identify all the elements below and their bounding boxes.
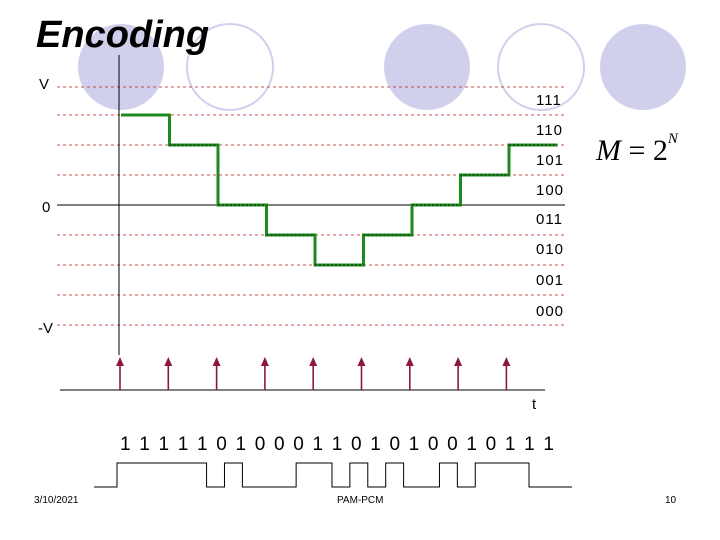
deco-circle (497, 23, 585, 111)
bit-string: 1 1 1 1 1 0 1 0 0 0 1 1 0 1 0 1 0 0 1 0 … (120, 434, 556, 455)
sample-arrow-head (309, 357, 318, 366)
formula-exponent: N (667, 131, 678, 147)
v-negative-label: -V (38, 320, 53, 337)
level-code: 100 (536, 182, 565, 199)
level-code: 111 (536, 92, 562, 109)
footer-center: PAM-PCM (337, 495, 384, 506)
zero-label: 0 (42, 199, 51, 216)
formula: M = 2N (596, 131, 678, 167)
level-code: 000 (536, 303, 565, 320)
signal-path (121, 113, 558, 267)
level-code: 011 (536, 211, 563, 228)
t-label: t (532, 396, 537, 413)
level-code: 110 (536, 122, 563, 139)
decorative-circles (78, 23, 686, 111)
level-grid (57, 86, 565, 326)
deco-circle (186, 23, 274, 111)
level-code: 010 (536, 241, 565, 258)
sample-arrow-head (502, 357, 511, 366)
sample-arrow-head (212, 357, 221, 366)
sample-arrow-head (357, 357, 366, 366)
deco-circle (600, 24, 686, 110)
footer-date: 3/10/2021 (34, 495, 79, 506)
formula-base: 2 (652, 134, 668, 167)
footer-page: 10 (665, 495, 677, 506)
sample-arrows (116, 357, 511, 390)
level-code: 101 (536, 152, 565, 169)
slide-title: Encoding (36, 14, 210, 56)
formula-lhs: M (596, 134, 621, 167)
sample-arrow-head (454, 357, 463, 366)
deco-circle (78, 24, 164, 110)
pulse-waveform (94, 462, 572, 488)
v-positive-label: V (39, 76, 50, 93)
sample-arrow-head (405, 357, 414, 366)
deco-circle (384, 24, 470, 110)
quantized-signal (121, 113, 558, 267)
level-code: 001 (536, 272, 565, 289)
sample-arrow-head (260, 357, 269, 366)
pcm-pulse-train (94, 462, 572, 488)
sample-arrow-head (164, 357, 173, 366)
sample-arrow-head (116, 357, 124, 366)
